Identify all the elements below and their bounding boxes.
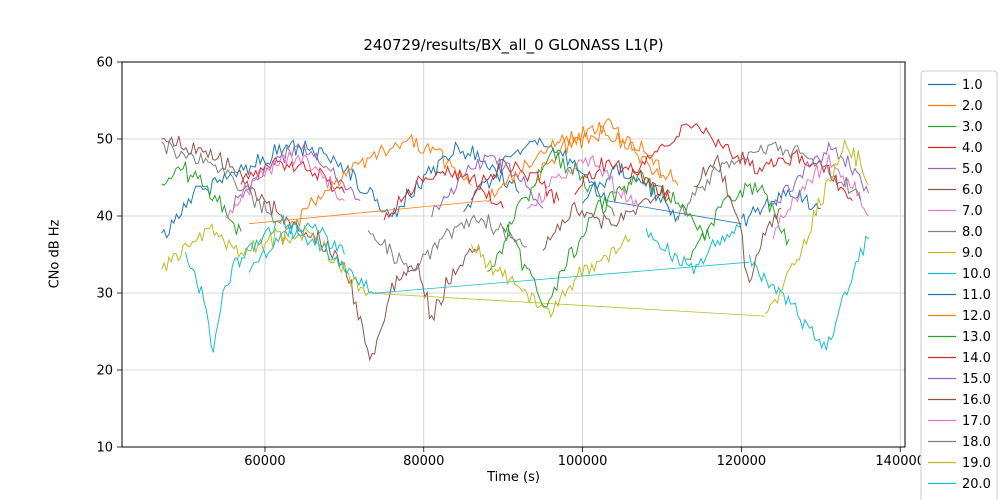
legend-label: 9.0 [962, 246, 983, 261]
series-line [185, 213, 377, 353]
y-tick-label: 30 [96, 287, 113, 302]
series-line [487, 117, 679, 203]
x-tick-label: 140000 [875, 454, 925, 469]
series-line [249, 200, 488, 225]
x-tick-label: 100000 [558, 454, 608, 469]
legend-label: 18.0 [962, 435, 991, 450]
series-line [685, 182, 790, 261]
y-tick-label: 10 [96, 441, 113, 456]
series-line [161, 135, 345, 267]
series-line [161, 222, 369, 297]
legend-label: 12.0 [962, 309, 991, 324]
series-line [677, 141, 861, 221]
series-line [526, 154, 639, 209]
series-line [383, 165, 504, 221]
series-line [280, 133, 472, 243]
legend-label: 5.0 [962, 162, 983, 177]
series-line [470, 158, 560, 204]
series-line [693, 154, 782, 284]
series-line [343, 246, 480, 362]
legend-label: 15.0 [962, 372, 991, 387]
legend-label: 1.0 [962, 78, 983, 93]
y-tick-label: 40 [96, 210, 113, 225]
series-line [391, 141, 520, 218]
series-line [542, 187, 671, 251]
series-line [470, 234, 631, 319]
series-line [248, 222, 345, 273]
x-axis-label: Time (s) [487, 470, 540, 485]
series-line [740, 188, 821, 227]
x-tick-label: 60000 [244, 454, 285, 469]
series-line [502, 169, 711, 308]
series-line [232, 143, 361, 211]
legend-label: 7.0 [962, 204, 983, 219]
legend-label: 17.0 [962, 414, 991, 429]
legend-label: 13.0 [962, 330, 991, 345]
x-tick-label: 80000 [403, 454, 444, 469]
series-line [574, 157, 671, 201]
y-tick-label: 20 [96, 364, 113, 379]
legend-label: 19.0 [962, 456, 991, 471]
series-line [161, 139, 393, 239]
series-line [645, 223, 742, 275]
legend-label: 2.0 [962, 99, 983, 114]
y-tick-label: 60 [96, 56, 113, 71]
legend-label: 16.0 [962, 393, 991, 408]
series-line [772, 141, 869, 205]
series-line [629, 123, 853, 201]
legend-label: 6.0 [962, 183, 983, 198]
chart-title: 240729/results/BX_all_0 GLONASS L1(P) [363, 36, 664, 54]
x-tick-label: 120000 [717, 454, 767, 469]
series-line [582, 163, 679, 223]
legend-label: 20.0 [962, 477, 991, 492]
legend-label: 3.0 [962, 120, 983, 135]
series-line [368, 292, 766, 317]
series-line [748, 235, 869, 351]
legend-label: 11.0 [962, 288, 991, 303]
series-line [376, 261, 750, 294]
series-line [240, 156, 345, 194]
series-line [772, 154, 869, 240]
plot-border [121, 61, 906, 448]
series-line [431, 154, 544, 218]
series-line [161, 140, 282, 225]
series-line [224, 151, 345, 219]
legend-label: 14.0 [962, 351, 991, 366]
legend-box [920, 70, 998, 500]
series-line [764, 138, 869, 315]
legend-label: 8.0 [962, 225, 983, 240]
y-tick-label: 50 [96, 133, 113, 148]
series-line [367, 214, 528, 273]
y-axis-label: CNo dB Hz [47, 219, 63, 289]
legend-label: 10.0 [962, 267, 991, 282]
legend-label: 4.0 [962, 141, 983, 156]
